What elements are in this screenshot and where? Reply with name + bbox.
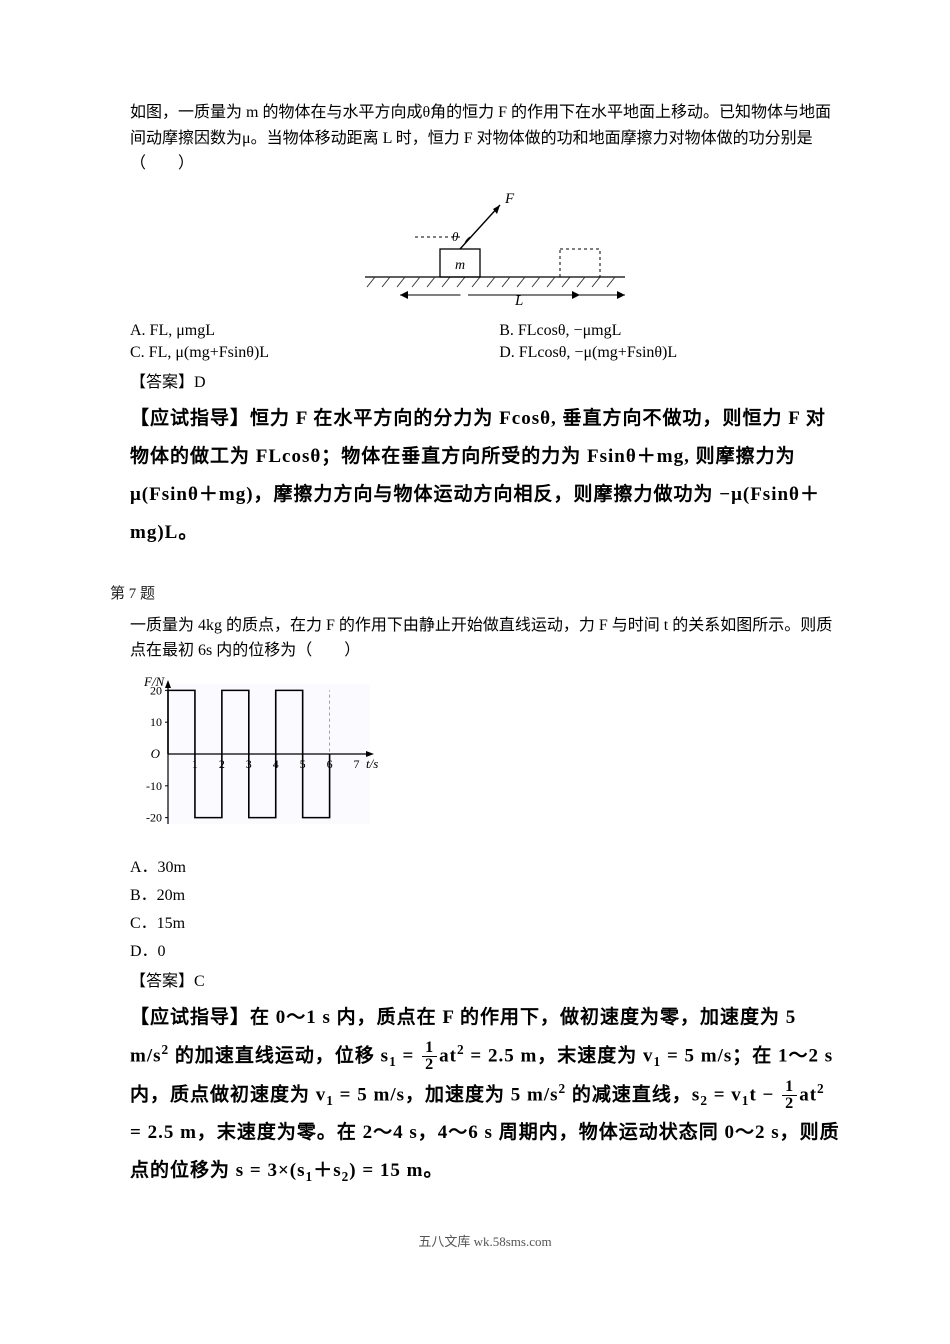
svg-text:10: 10 [150, 715, 162, 729]
q7-g2a: = 2.5 m，末速度为 v [465, 1045, 654, 1066]
q7-option-b: B．20m [130, 881, 840, 905]
q7-option-c: C．15m [130, 909, 840, 933]
theta-label: θ [452, 229, 459, 244]
q7-stem: 一质量为 4kg 的质点，在力 F 的作用下由静止开始做直线运动，力 F 与时间… [130, 613, 840, 664]
q7-g2d: 的减速直线，s [566, 1084, 700, 1105]
q6-option-a: A. FL, μmgL [130, 322, 471, 340]
q7-g3c: ) = 15 m。 [349, 1160, 443, 1181]
q7-answer: 【答案】C [130, 967, 840, 991]
q7-guide: 【应试指导】在 0～1 s 内，质点在 F 的作用下，做初速度为零，加速度为 5… [130, 999, 840, 1191]
q7-option-a: A．30m [130, 853, 840, 877]
q6-diagram: m F θ L [130, 187, 840, 312]
q7-g3b: ＋s [313, 1160, 341, 1181]
svg-text:-20: -20 [146, 811, 162, 825]
svg-text:t/s: t/s [366, 756, 378, 771]
q7-g3a: = 2.5 m，末速度为零。在 2～4 s，4～6 s 周期内，物体运动状态同 … [130, 1122, 840, 1181]
q6-stem: 如图，一质量为 m 的物体在与水平方向成θ角的恒力 F 的作用下在水平地面上移动… [130, 100, 840, 177]
footer-text: 五八文库 wk.58sms.com [130, 1231, 840, 1250]
q6-answer: 【答案】D [130, 368, 840, 392]
q6-guide-label: 【应试指导】 [130, 408, 250, 429]
q7-g2c: = 5 m/s，加速度为 5 m/s [334, 1084, 559, 1105]
q6-option-d: D. FLcosθ, −μ(mg+Fsinθ)L [499, 344, 840, 362]
svg-text:7: 7 [354, 757, 360, 771]
q6-guide: 【应试指导】恒力 F 在水平方向的分力为 Fcosθ, 垂直方向不做功，则恒力 … [130, 400, 840, 552]
l-label: L [514, 293, 523, 307]
q6-option-b: B. FLcosθ, −μmgL [499, 322, 840, 340]
svg-text:F/N: F/N [143, 674, 166, 689]
q7-chart: -20-1010201234567OF/Nt/s [130, 672, 840, 847]
m-label: m [455, 258, 465, 273]
q6-option-c: C. FL, μ(mg+Fsinθ)L [130, 344, 471, 362]
q7-g1b: 的加速直线运动，位移 [169, 1045, 381, 1066]
q7-label: 第 7 题 [110, 582, 840, 603]
svg-text:-10: -10 [146, 779, 162, 793]
svg-text:O: O [151, 746, 161, 761]
q7-option-d: D．0 [130, 937, 840, 961]
f-label: F [504, 191, 515, 207]
q7-guide-label: 【应试指导】 [130, 1007, 250, 1028]
